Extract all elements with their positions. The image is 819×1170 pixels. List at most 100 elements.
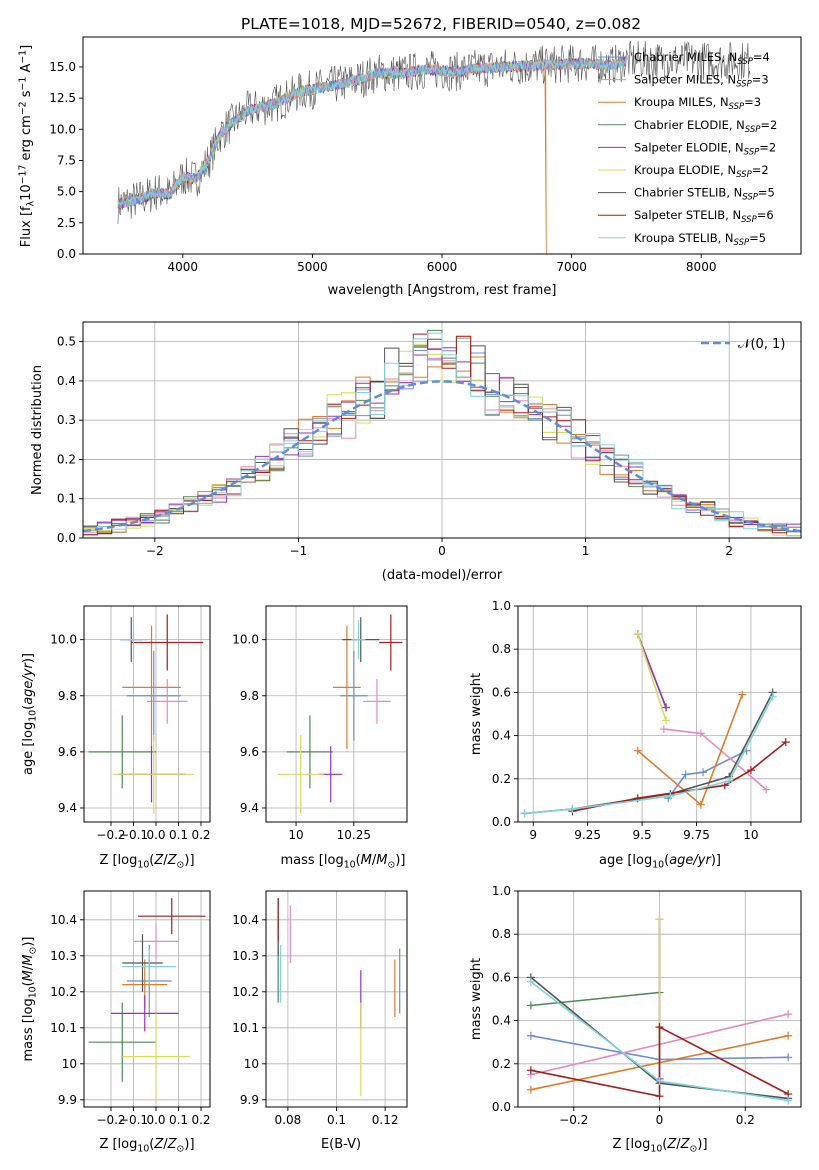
y-tick-label: 10.2 [50,985,77,999]
x-axis-label: Z [log10(Z/Z⊙)] [99,1137,194,1154]
errorbar-kroupa-stelib [351,620,366,660]
axes-frame [265,605,408,823]
errorbar-chabrier-elodie [88,1002,156,1082]
errorbar-kroupa-miles [122,625,181,750]
series-salpeter-stelib [526,1023,793,1101]
spectrum-line-chabrier-stelib [117,40,751,225]
y-tick-label: 10 [62,1057,77,1071]
x-tick-label: 0.2 [736,1113,755,1127]
y-tick-label: 9.4 [58,801,77,815]
x-tick-label: 1 [582,544,590,558]
errorbar-chabrier-stelib [122,934,163,992]
y-tick-label: 9.9 [240,1093,259,1107]
plot-area [117,40,751,254]
y-tick-label: 7.5 [57,153,76,167]
x-tick-label: 0.2 [191,1113,210,1127]
series-kroupa-stelib [520,692,777,818]
errorbar-kroupa-elodie [122,1013,190,1100]
x-tick-label: −0.2 [96,1113,125,1127]
x-tick-label: −1 [290,544,308,558]
y-tick-label: 0.4 [492,729,511,743]
x-axis-label: mass [log10(M/M⊙)] [281,853,406,870]
plot-area [83,329,801,538]
panel-age_vs_Z: −0.2−0.10.0 0.1 0.2 9.4 9.6 9.8 10.0 Z [log10(Z… [21,605,211,870]
y-tick-label: 10.0 [50,633,77,647]
x-tick-label: 9.25 [574,828,601,842]
y-tick-label: 9.8 [58,689,77,703]
panel-spectrum: 4000 5000 6000 7000 8000 0.0 2.5 5.0 7.5 10.0 12.5… [17,36,802,298]
x-tick-label: 4000 [168,260,199,274]
legend-label: Salpeter STELIB, NSSP=6 [634,208,774,225]
y-tick-label: 1.0 [492,884,511,898]
y-tick-label: 0.8 [492,927,511,941]
y-tick-label: 0.0 [57,531,76,545]
spectrum-line-kroupa-miles [117,55,627,254]
x-tick-label: 6000 [427,260,458,274]
errorbar-salpeter-miles [133,923,179,960]
series-kroupa-miles [633,690,747,809]
plot-area [277,614,403,814]
y-tick-label: 0.2 [492,772,511,786]
x-tick-label: 10 [743,828,758,842]
panel-residuals: −2 −1 0 1 2 0.0 0.1 0.2 0.3 0.4 0.5 𝒩(0, 1) (data-mo… [30,321,802,583]
y-tick-label: 10.1 [50,1021,77,1035]
y-tick-label: 1.0 [492,599,511,613]
plot-area [88,614,204,814]
x-tick-label: 0.0 [146,828,165,842]
series-chabrier-stelib [520,688,777,818]
legend-label: Kroupa MILES, NSSP=3 [634,95,761,112]
legend: Chabrier MILES, NSSP=4 Salpeter MILES, NS… [598,50,777,248]
errorbar-kroupa-stelib [120,620,147,660]
axes-frame [83,605,211,823]
y-tick-label: 0.2 [492,1057,511,1071]
errorbar-chabrier-miles [126,650,181,741]
y-tick-label: 10.4 [50,913,77,927]
x-tick-label: 5000 [297,260,328,274]
y-axis-label: mass weight [469,958,484,1040]
errorbar-salpeter-stelib [379,614,403,671]
plot-area [520,630,790,818]
x-tick-label: 0.1 [327,1113,346,1127]
x-tick-label: 2 [725,544,733,558]
x-axis-label: Z [log10(Z/Z⊙)] [612,1137,707,1154]
y-tick-label: 0.4 [492,1014,511,1028]
y-tick-label: 10.0 [232,633,259,647]
y-tick-label: 0.6 [492,970,511,984]
panel-age_vs_mass: 10 10.25 9.4 9.6 9.8 10.0 mass [log10(M/M⊙)] [232,605,408,870]
errorbar-salpeter-miles [363,678,391,724]
y-tick-label: 10.3 [50,949,77,963]
x-tick-label: 0.0 [146,1113,165,1127]
y-tick-label: 0.2 [57,452,76,466]
y-tick-label: 2.5 [57,216,76,230]
errorbar-kroupa-elodie [277,735,324,814]
spectrum-line-salpeter-stelib [117,56,627,210]
panel-mass_vs_Z: −0.2−0.10.0 0.1 0.2 9.9 10 10.1 10.2 10.3 10.4 Z … [21,890,211,1154]
series-salpeter-miles [659,725,771,794]
errorbar-kroupa-stelib [122,948,177,985]
legend-label: 𝒩(0, 1) [738,337,785,352]
errorbar-kroupa-miles [333,625,361,750]
y-axis-label: mass [log10(M/M⊙)] [21,937,38,1062]
y-axis-label: age [log10(age/yr)] [21,653,38,775]
figure-title: PLATE=1018, MJD=52672, FIBERID=0540, z=0… [241,15,641,33]
errorbar-salpeter-stelib [131,614,204,671]
errorbar-chabrier-elodie [88,715,156,789]
y-tick-label: 10.4 [232,913,259,927]
y-tick-label: 0.0 [492,1100,511,1114]
x-tick-label: −0.1 [119,1113,148,1127]
y-tick-label: 15.0 [49,60,76,74]
x-axis-label: E(B-V) [321,1137,361,1152]
y-tick-label: 9.8 [240,689,259,703]
x-tick-label: 8000 [686,260,717,274]
x-tick-label: 0 [438,544,446,558]
y-tick-label: 10.1 [232,1021,259,1035]
x-tick-label: 9 [529,828,537,842]
x-tick-label: 0 [656,1113,664,1127]
legend-label: Chabrier MILES, NSSP=4 [634,50,770,67]
legend-label: Salpeter ELODIE, NSSP=2 [634,140,776,157]
legend-label: Chabrier STELIB, NSSP=5 [634,186,775,203]
series-salpeter-stelib [568,738,790,816]
x-tick-label: −2 [146,544,164,558]
y-tick-label: 9.4 [240,801,259,815]
